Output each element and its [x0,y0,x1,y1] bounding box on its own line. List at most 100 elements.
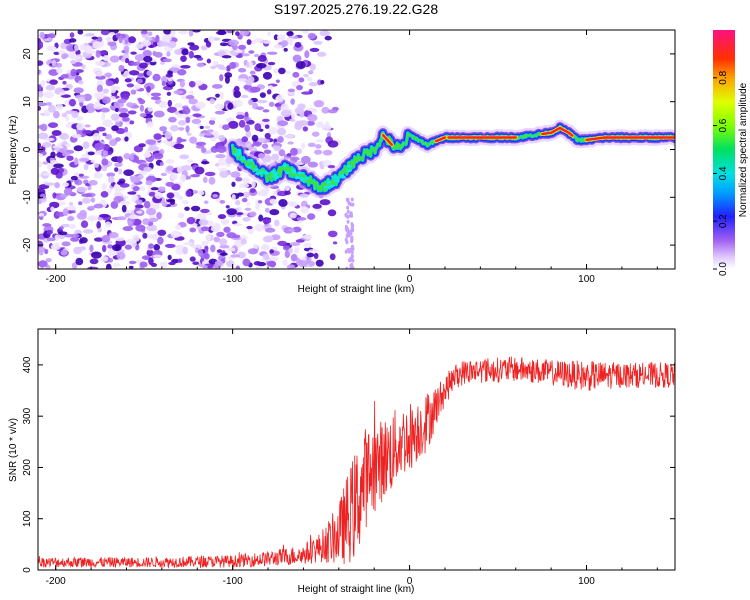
spectrogram-noise-blob [221,55,232,59]
spectrogram-noise-blob [277,136,284,144]
spectrogram-track-core [381,134,394,146]
spectrogram-noise-blob [95,75,106,80]
spectrogram-noise-blob [126,102,134,108]
spectrogram-noise-blob [190,205,201,212]
spectrogram-noise-blob [165,182,175,187]
spectrogram-track-spot [236,148,242,153]
spectrogram-noise-blob [166,51,171,57]
spectrogram-noise-blob [315,259,324,267]
spectrogram-noise-blob [170,230,181,238]
spectrogram-noise-blob [177,195,184,200]
spectrogram-noise-blob [135,224,146,232]
spectrogram-noise-blob [219,91,224,100]
spectrogram-noise-blob [192,190,198,194]
spectrogram-noise-blob [204,132,213,136]
spectrogram-noise-blob [53,51,60,56]
spectrogram-noise-blob [301,256,307,261]
spectrogram-noise-blob [63,188,73,196]
spectrogram-noise-blob [74,179,83,186]
spectrogram-noise-blob [46,102,53,106]
spectrogram-noise-blob [179,79,185,88]
spectrogram-noise-blob [188,30,194,37]
spectrogram-noise-blob [255,106,265,110]
spectrogram-noise-blob [167,99,173,107]
spectrogram-noise-blob [159,148,165,155]
spectrogram-noise-blob [346,209,350,214]
spectrogram-noise-blob [236,192,244,197]
spectrogram-noise-blob [124,244,133,250]
spectrogram-noise-blob [277,120,289,127]
spectrogram-noise-blob [82,197,91,204]
spectrogram-track [225,119,675,198]
spectrogram-noise-blob [238,44,247,51]
spectrogram-noise-blob [179,174,187,183]
spectrogram-noise-blob [38,240,44,249]
spectrogram-noise-blob [105,263,112,269]
spectrogram-noise-blob [254,38,264,43]
spectrogram-noise-blob [264,124,270,129]
spectrogram-noise-blob [50,243,61,251]
colorbar-tick-label: 0.0 [718,262,729,276]
spectrogram-noise-blob [240,94,249,99]
spectrogram-noise-blob [292,54,302,63]
spectrogram-y-tick-label: 0 [22,146,33,152]
spectrogram-noise-blob [55,146,60,152]
spectrogram-noise-blob [49,79,58,85]
spectrogram-noise-blob [54,182,60,189]
spectrogram-noise-blob [286,153,292,157]
spectrogram-y-label: Frequency (Hz) [8,116,19,185]
spectrogram-noise-blob [228,62,237,69]
spectrogram-noise-blob [62,53,69,59]
spectrogram-noise-blob [100,107,110,113]
spectrogram-noise-blob [168,67,180,72]
spectrogram-noise-blob [195,101,206,109]
spectrogram-noise-blob [292,71,300,78]
spectrogram-noise-blob [245,140,252,149]
spectrogram-noise-blob [303,73,309,78]
spectrogram-noise-blob [49,201,60,209]
spectrogram-noise-blob [109,139,117,147]
spectrogram-noise-blob [128,265,134,269]
spectrogram-noise-blob [102,244,107,253]
spectrogram-x-tick-label: -200 [46,274,66,285]
spectrogram-noise-blob [52,145,64,149]
spectrogram-noise-blob [137,170,148,176]
spectrogram-noise-blob [74,44,79,52]
spectrogram-noise-blob [232,99,243,108]
spectrogram-noise-blob [217,158,227,166]
spectrogram-noise-blob [236,111,245,116]
spectrogram-noise-blob [107,244,113,249]
spectrogram-x-tick-label: 100 [578,274,595,285]
spectrogram-noise-blob [153,243,161,251]
spectrogram-noise-blob [268,84,274,91]
spectrogram-noise-blob [152,73,161,82]
spectrogram-noise-blob [144,36,153,41]
spectrogram-noise-blob [121,57,126,63]
spectrogram-noise-blob [79,209,87,217]
spectrogram-noise-blob [200,45,208,51]
spectrogram-noise-blob [242,212,248,217]
spectrogram-noise-blob [195,80,203,86]
spectrogram-noise-blob [206,233,212,241]
spectrogram-noise-blob [133,84,141,90]
spectrogram-noise-blob [242,216,251,222]
spectrogram-track-spot [346,168,352,173]
spectrogram-track-spot [263,171,269,175]
spectrogram-noise-blob [226,232,237,239]
spectrogram-noise-blob [200,208,210,214]
spectrogram-noise-blob [155,34,160,43]
spectrogram-noise-blob [157,236,164,245]
spectrogram-noise-blob [192,223,198,227]
spectrogram-noise-blob [228,39,240,47]
spectrogram-noise-blob [268,101,275,107]
spectrogram-noise-blob [249,188,256,193]
spectrogram-noise-blob [262,235,274,243]
spectrogram-noise-blob [71,262,78,269]
spectrogram-noise-blob [141,255,151,260]
spectrogram-noise-blob [280,109,292,118]
spectrogram-noise-blob [347,201,351,206]
spectrogram-track-core [434,136,447,143]
spectrogram-noise-blob [60,249,68,256]
spectrogram-noise-blob [39,31,45,39]
spectrogram-noise-blob [269,260,276,268]
